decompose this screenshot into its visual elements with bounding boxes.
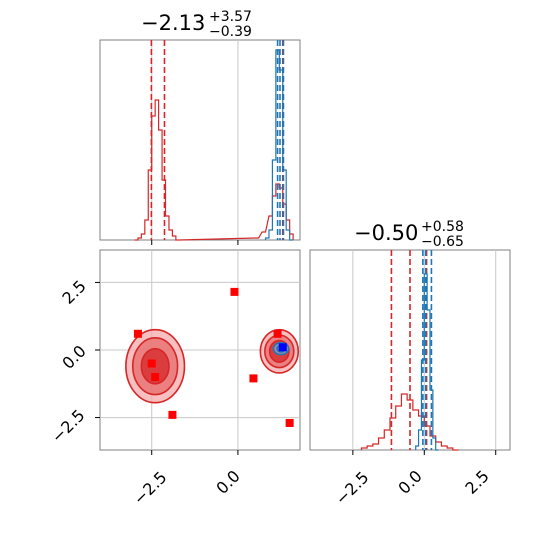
hist-x-frame [99,39,301,241]
title-y-lower: −0.65 [421,234,464,250]
hist-y-tick-label: −2.5 [332,468,373,509]
joint-y-tick-label: 0.0 [58,341,89,372]
sample-marker [151,373,160,382]
hist-y-series [360,393,459,451]
sample-marker [230,287,239,296]
sample-marker [278,343,287,352]
title-x: −2.13 +3.57 −0.39 [141,9,252,40]
joint-x-tick-label: −2.5 [130,468,171,509]
hist-y-tick-label: 2.5 [461,466,492,497]
histogram-y-panel [309,249,511,455]
histogram-x-panel [99,39,301,245]
title-y-base: −0.50 [354,221,418,245]
title-x-lower: −0.39 [209,24,252,40]
title-y: −0.50 +0.58 −0.65 [354,219,464,250]
sample-marker [147,359,156,368]
joint-y-tick-label: 2.5 [58,276,89,307]
sample-marker [249,374,258,383]
title-x-upper: +3.57 [209,9,252,25]
hist-y-series [415,273,439,451]
hist-y-tick-label: 0.0 [394,466,425,497]
title-x-base: −2.13 [141,11,205,35]
joint-density-panel [95,249,301,455]
hist-x-series [134,99,294,241]
sample-marker [168,410,177,419]
sample-marker [285,418,294,427]
sample-marker [273,329,282,338]
joint-x-tick-label: 0.0 [212,466,243,497]
sample-marker [133,329,142,338]
joint-y-tick-label: −2.5 [48,406,89,447]
title-y-upper: +0.58 [421,219,464,235]
